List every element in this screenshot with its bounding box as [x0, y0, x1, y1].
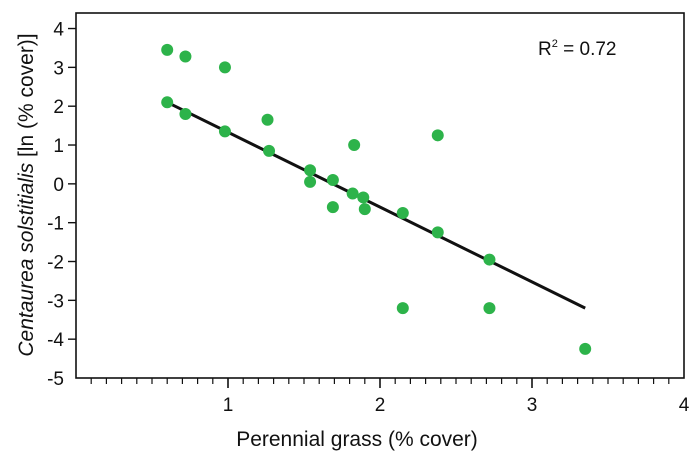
- r2-annotation: R2 = 0.72: [538, 38, 617, 60]
- y-axis-ticks: 4 3 2 1 0 -1 -2 -3 -4 -5: [47, 20, 76, 390]
- x-tick-label: 3: [527, 395, 538, 416]
- data-point: [396, 206, 409, 219]
- data-point: [261, 113, 274, 126]
- y-tick-label: -3: [47, 291, 64, 312]
- y-tick-label: -5: [47, 369, 64, 390]
- y-tick-label: 3: [53, 58, 64, 79]
- y-tick-label: 2: [53, 97, 64, 118]
- y-tick-label: 4: [53, 20, 64, 41]
- data-point: [161, 96, 174, 109]
- y-axis-title: Centaurea solstitialis [ln (% cover)]: [15, 33, 38, 356]
- data-point: [483, 302, 496, 315]
- data-point: [161, 43, 174, 56]
- data-point: [218, 125, 231, 138]
- data-point: [304, 175, 317, 188]
- data-point: [179, 50, 192, 63]
- y-tick-label: 1: [53, 136, 64, 157]
- data-point: [357, 191, 370, 204]
- x-tick-label: 4: [679, 395, 690, 416]
- y-tick-label: -2: [47, 253, 64, 274]
- y-tick-label: -1: [47, 214, 64, 235]
- data-point: [348, 139, 361, 152]
- data-points: [161, 43, 592, 355]
- data-point: [326, 173, 339, 186]
- data-point: [431, 129, 444, 142]
- data-point: [263, 144, 276, 157]
- data-point: [431, 226, 444, 239]
- data-point: [179, 107, 192, 120]
- data-point: [326, 201, 339, 214]
- regression-line: [166, 100, 586, 310]
- x-axis-ticks: 1 2 3 4: [90, 378, 690, 416]
- y-tick-label: -4: [47, 330, 64, 351]
- x-tick-label: 2: [375, 395, 386, 416]
- data-point: [483, 253, 496, 266]
- plot-frame: [75, 12, 685, 379]
- data-point: [218, 61, 231, 74]
- data-point: [358, 203, 371, 216]
- data-point: [579, 342, 592, 355]
- data-point: [396, 302, 409, 315]
- data-point: [346, 187, 359, 200]
- x-axis-title: Perennial grass (% cover): [236, 428, 478, 451]
- y-tick-label: 0: [53, 175, 64, 196]
- x-tick-label: 1: [223, 395, 234, 416]
- data-point: [304, 164, 317, 177]
